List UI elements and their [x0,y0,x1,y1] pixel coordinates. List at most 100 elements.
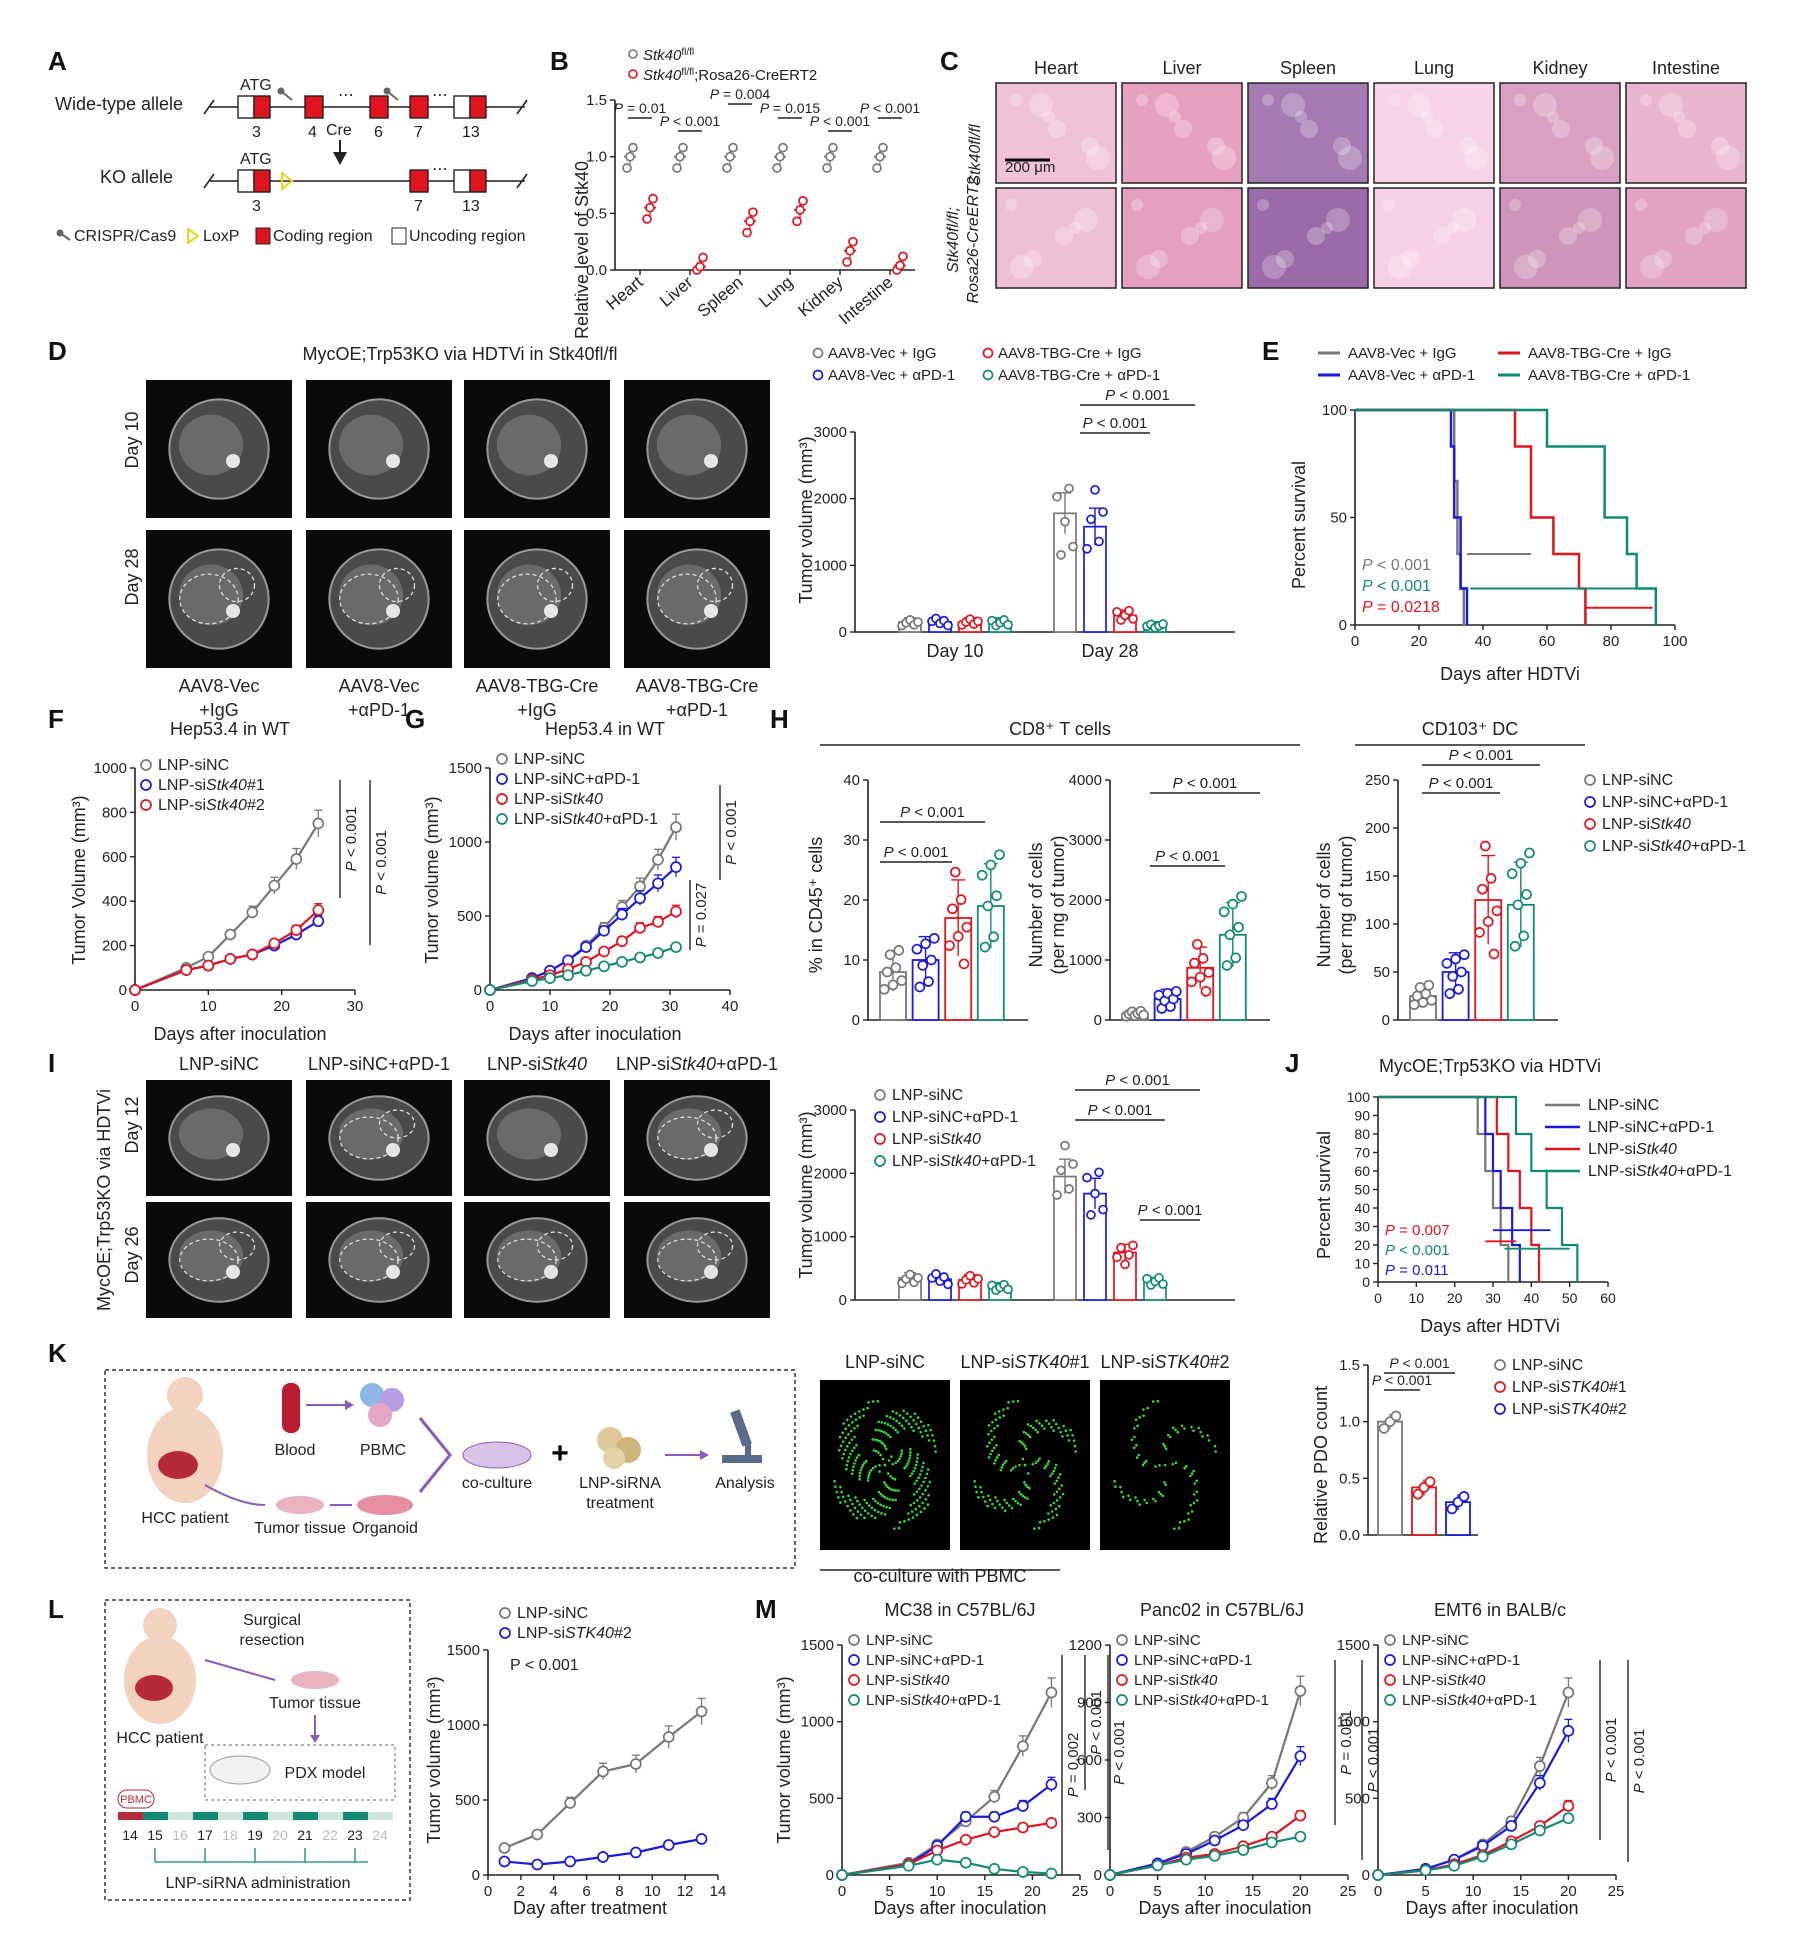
legend-marker [1494,1403,1506,1415]
d-legend: AAV8-Vec + IgG AAV8-TBG-Cre + IgG AAV8-Vec… [812,345,1160,384]
tissue-texture [1200,208,1224,232]
l-timeline: 14 15 16 17 18 19 20 21 22 23 24 [118,1812,393,1863]
fluorescent-cell [894,1428,897,1432]
c-row2-label-a: Stk40fl/fl; [945,207,962,273]
data-point [1045,1778,1058,1791]
fluorescent-cell [1135,1456,1139,1459]
fluorescent-cell [1062,1424,1065,1428]
data-point [598,924,610,937]
k-hcc-patient: HCC patient [141,1510,229,1527]
data-point [1423,979,1435,991]
fluorescent-cell [883,1421,887,1425]
fluorescent-cell [986,1504,989,1508]
fluorescent-cell [838,1435,842,1439]
panel-label-d: D [48,336,67,366]
fluorescent-cell [852,1446,856,1450]
y-tick-label: 0 [852,1012,860,1029]
fluorescent-cell [1038,1421,1041,1425]
liver-icon [135,1675,173,1701]
wt-exon-3: 3 [252,124,261,141]
data-point [531,1828,544,1841]
panel-label-g: G [405,704,425,734]
data-point [931,1853,944,1866]
fluorescent-cell [841,1431,845,1434]
fluorescent-cell [849,1429,853,1433]
fluorescent-cell [1047,1512,1050,1515]
fluorescent-cell [849,1452,852,1456]
data-point [982,900,994,912]
i-legend: LNP-siNC LNP-siNC+αPD-1 LNP-siStk40 LNP-siS… [874,1087,1036,1170]
x-tick-label: 5 [1421,1883,1429,1900]
tumor-dish-icon [291,1671,339,1689]
group-label: +αPD-1 [666,700,728,720]
fluorescent-cell [912,1418,915,1422]
fluorescent-cell [902,1416,905,1420]
panel-label-h: H [770,704,789,734]
fluorescent-cell [1071,1433,1074,1437]
fluorescent-cell [890,1455,893,1458]
fluorescent-cell [1184,1464,1188,1468]
y-tick-label: 0.5 [586,205,607,222]
fluorescent-cell [924,1476,927,1480]
data-point [884,949,896,961]
timeline-day: 22 [322,1827,338,1843]
data-point [531,1858,544,1871]
l-tumor: Tumor tissue [269,1695,361,1712]
fluorescent-cell [1113,1479,1116,1483]
data-point [1104,1869,1116,1881]
fluorescent-cell [1001,1506,1004,1510]
data-point [778,142,788,153]
data-point [312,904,325,916]
fluorescent-cell [1031,1462,1035,1466]
legend-marker [982,347,994,359]
data-point [1426,994,1438,1006]
tissue-texture [1005,199,1017,211]
fluorescent-cell [1189,1474,1192,1478]
fluorescent-cell [922,1424,925,1428]
data-point [598,945,610,958]
data-point [1485,873,1497,884]
data-point [498,1855,511,1868]
y-tick-label: 1.5 [1339,1357,1360,1374]
organoid-dish-icon [357,1495,413,1515]
fluorescent-cell [863,1461,866,1465]
fluorescent-cell [907,1518,910,1521]
fluorescent-cell [918,1496,922,1499]
fluorescent-cell [857,1410,861,1413]
tissue-texture [1043,111,1055,123]
data-point [1112,1252,1122,1263]
legend-label: LNP-siNC [517,1605,588,1622]
fluorescent-cell [1020,1441,1023,1444]
legend-label: LNP-siStk40#2 [158,797,265,814]
fluorescent-cell [1163,1445,1167,1448]
fluorescent-cell [854,1496,857,1499]
fluorescent-cell [853,1412,857,1416]
fluorescent-cell [1201,1435,1204,1438]
i-group-labels: LNP-siNC LNP-siNC+αPD-1 LNP-siStk40 LNP-siS… [179,1054,778,1074]
fluorescent-cell [1163,1463,1167,1467]
fluorescent-cell [894,1461,898,1465]
fluorescent-cell [863,1498,866,1502]
p-value: P < 0.001 [860,100,921,116]
panel-label-a: A [48,46,67,76]
fluorescent-cell [1074,1450,1077,1453]
fluorescent-cell [1014,1499,1017,1503]
fluorescent-cell [1046,1462,1049,1466]
fluorescent-cell [994,1496,997,1499]
tissue-label: Heart [1034,58,1078,78]
fluorescent-cell [922,1480,925,1484]
y-tick-label: 0 [1362,1274,1370,1290]
fluorescent-cell [914,1463,918,1467]
fluorescent-cell [996,1424,999,1428]
fluorescent-cell [1173,1527,1176,1530]
data-point [1424,1476,1436,1488]
x-tick-label: 0 [1374,1883,1382,1900]
wt-exon-4: 4 [308,124,317,141]
data-point [1098,1204,1108,1215]
fluorescent-cell [862,1414,865,1417]
fluorescent-cell [1049,1474,1052,1478]
y-tick-label: 90 [1354,1108,1370,1124]
p-value: P < 0.001 [1088,1102,1153,1119]
data-point [722,163,732,173]
data-point [1458,1491,1470,1502]
